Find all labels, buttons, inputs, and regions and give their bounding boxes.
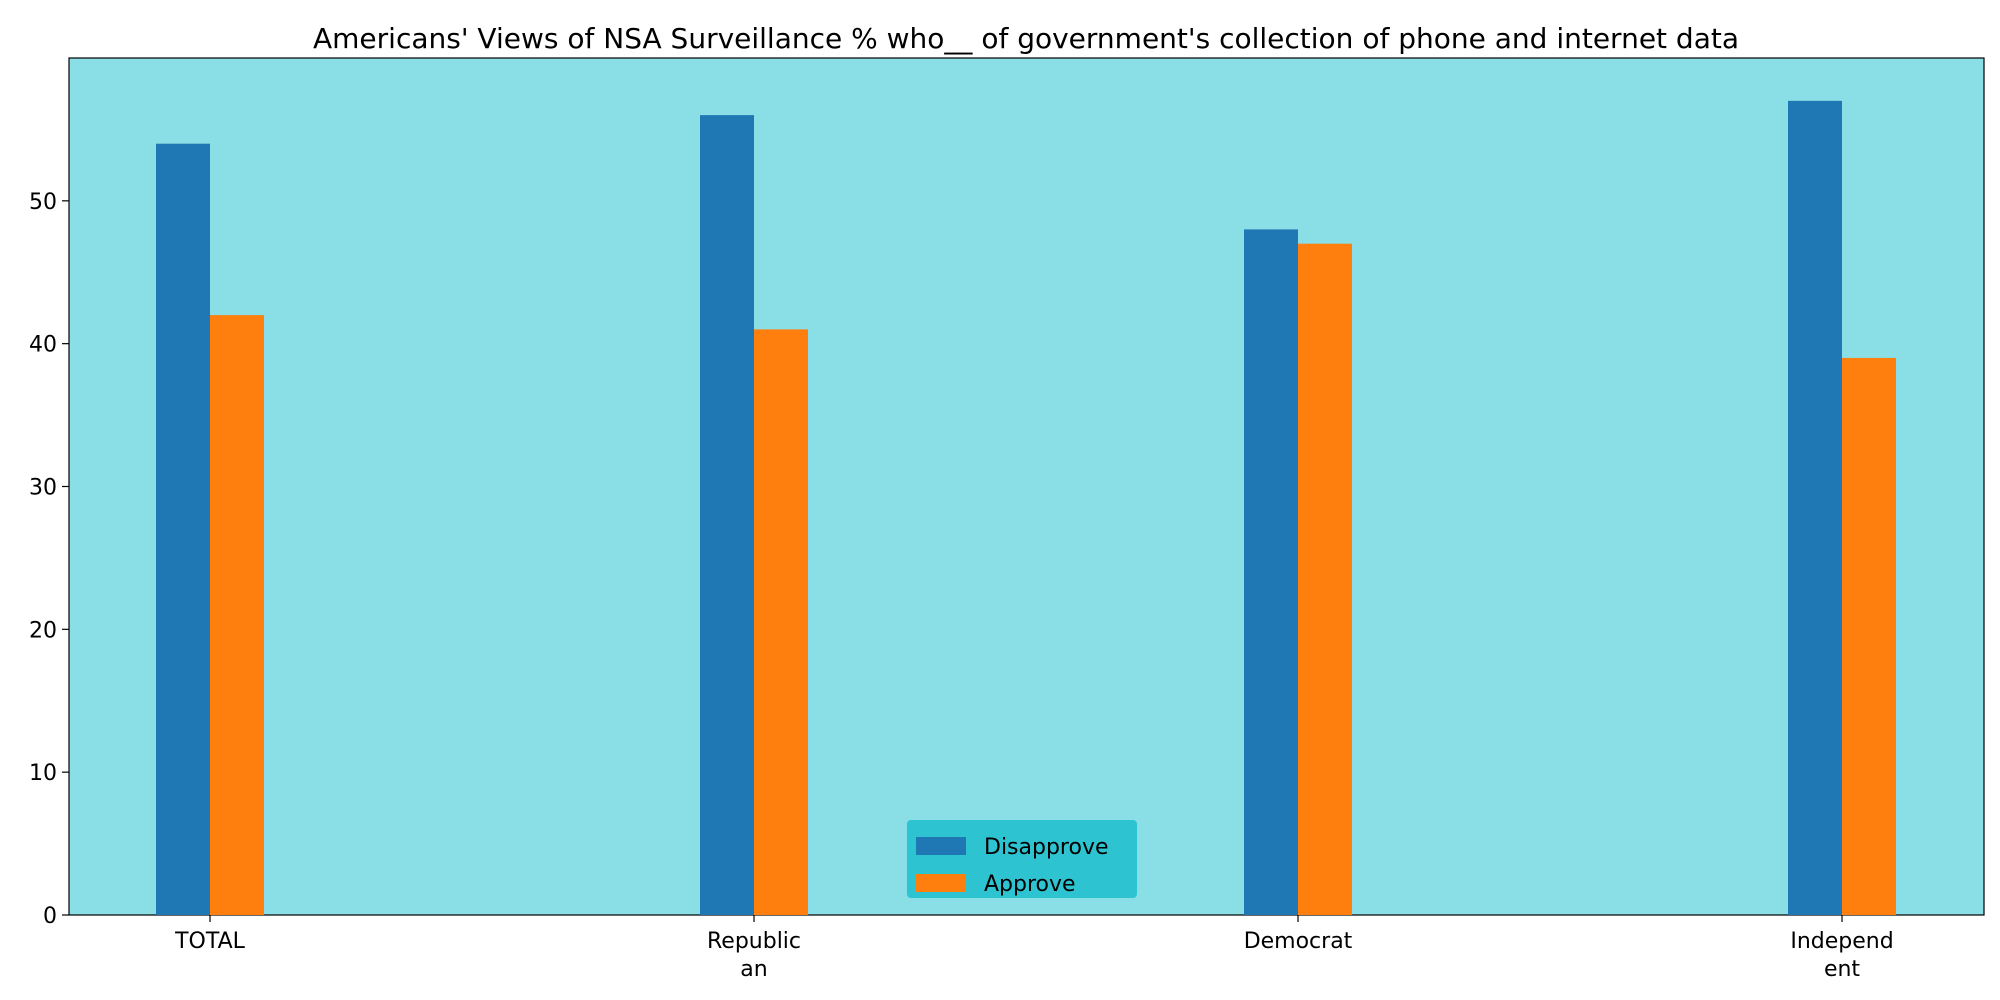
bar-disapprove-3	[1788, 100, 1842, 916]
legend-label-approve: Approve	[984, 872, 1076, 897]
y-tick-label: 10	[29, 761, 57, 786]
y-tick-label: 30	[29, 476, 57, 501]
bar-approve-1	[754, 329, 808, 916]
x-tick-label: Republic an	[707, 929, 801, 982]
y-axis: 0 10 20 30 40 50	[29, 190, 69, 929]
y-tick-label: 20	[29, 618, 57, 643]
y-tick-label: 40	[29, 333, 57, 358]
bar-approve-2	[1298, 243, 1352, 915]
bar-disapprove-1	[700, 115, 754, 916]
x-axis: TOTAL Republic an Democrat Independ ent	[174, 915, 1894, 982]
x-tick-label: Democrat	[1244, 929, 1353, 954]
x-tick-label: TOTAL	[174, 929, 246, 954]
y-tick-label: 50	[29, 190, 57, 215]
bar-approve-0	[210, 315, 264, 916]
legend: Disapprove Approve	[907, 820, 1137, 898]
bars-group	[156, 100, 1896, 916]
legend-swatch-approve	[916, 874, 966, 892]
bar-disapprove-2	[1244, 229, 1298, 915]
bar-disapprove-0	[156, 143, 210, 915]
legend-label-disapprove: Disapprove	[984, 835, 1109, 860]
legend-swatch-disapprove	[916, 837, 966, 855]
chart-title: Americans' Views of NSA Surveillance % w…	[313, 22, 1739, 55]
bar-approve-3	[1842, 357, 1896, 915]
y-tick-label: 0	[43, 904, 57, 929]
plot-area	[68, 57, 1985, 916]
x-tick-label: Independ ent	[1790, 929, 1893, 982]
